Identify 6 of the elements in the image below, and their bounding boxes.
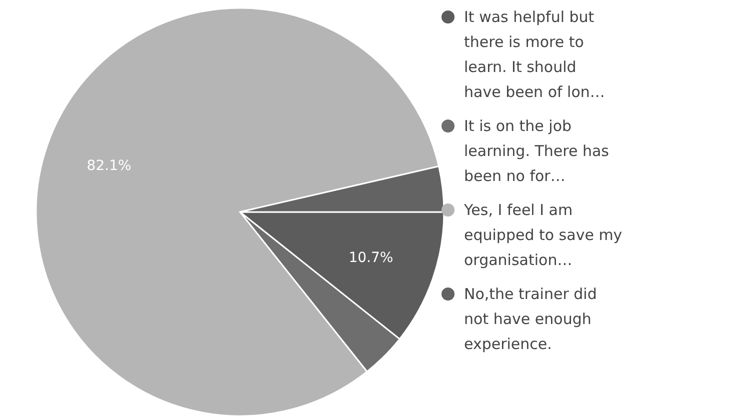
legend-label: It is on the job learning. There has been no for… xyxy=(464,117,610,185)
data-label: 82.1% xyxy=(86,158,132,174)
data-label: 10.7% xyxy=(348,250,394,266)
legend-label: It was helpful but there is more to learn. It should have been of lon… xyxy=(464,8,605,101)
legend-label: No,the trainer did not have enough experience. xyxy=(464,285,597,353)
legend-label: Yes, I feel I am equipped to save my organisation… xyxy=(463,201,622,269)
